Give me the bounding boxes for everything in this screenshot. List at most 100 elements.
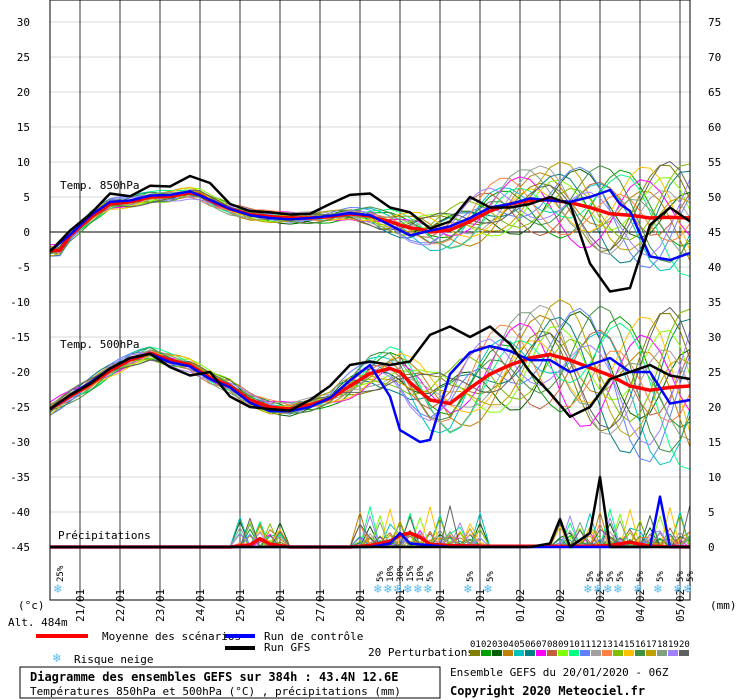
perturbation-line — [49, 316, 691, 454]
left-tick-label: 20 — [17, 86, 30, 99]
snowflake-icon: ❄ — [373, 582, 382, 597]
right-tick-label: 55 — [708, 156, 721, 169]
snow-risk-label: 5% — [596, 571, 606, 582]
perturbation-id: 18 — [657, 640, 668, 650]
perturbation-swatch — [646, 650, 656, 656]
perturbation-id: 08 — [547, 640, 558, 650]
perturbation-swatch — [657, 650, 667, 656]
date-label: 26/01 — [274, 589, 287, 622]
perturbation-id: 19 — [668, 640, 679, 650]
snowflake-icon: ❄ — [423, 582, 432, 597]
left-tick-label: -20 — [10, 366, 30, 379]
snow-risk-label: 10% — [416, 565, 426, 582]
legend-perturbations-label: 20 Perturbations — [368, 646, 474, 659]
snow-risk-label: 5% — [616, 571, 626, 582]
left-axis-unit: (°c) — [18, 599, 45, 612]
perturbation-swatch — [569, 650, 579, 656]
date-label: 22/01 — [114, 589, 127, 622]
snowflake-icon: ❄ — [383, 582, 392, 597]
snow-risk-label: 5% — [686, 571, 696, 582]
right-tick-label: 30 — [708, 331, 721, 344]
right-tick-label: 65 — [708, 86, 721, 99]
right-tick-label: 75 — [708, 16, 721, 29]
date-label: 02/02 — [554, 589, 567, 622]
perturbation-line — [49, 161, 691, 251]
snowflake-icon: ❄ — [53, 582, 62, 597]
snow-risk-label: 5% — [376, 571, 386, 582]
snowflake-icon: ❄ — [413, 582, 422, 597]
date-label: 03/02 — [594, 589, 607, 622]
snowflake-icon: ❄ — [683, 582, 692, 597]
perturbation-swatch — [558, 650, 568, 656]
section-label-t850: Temp. 850hPa — [60, 179, 139, 192]
date-label: 27/01 — [314, 589, 327, 622]
right-tick-label: 0 — [708, 541, 715, 554]
perturbation-swatch — [580, 650, 590, 656]
left-tick-label: -40 — [10, 506, 30, 519]
perturbation-swatch — [635, 650, 645, 656]
date-label: 05/02 — [674, 589, 687, 622]
snow-risk-label: 5% — [636, 571, 646, 582]
main-series — [49, 174, 691, 549]
series-t500-ff0000 — [49, 351, 691, 411]
perturbation-line — [49, 313, 691, 432]
series-t500-0000ff — [49, 344, 691, 444]
perturbation-line — [49, 324, 691, 423]
series-t850-0000ff — [49, 188, 691, 262]
date-label: 04/02 — [634, 589, 647, 622]
perturbation-swatch — [668, 650, 678, 656]
left-tick-label: 5 — [23, 191, 30, 204]
snowflake-icon: ❄ — [52, 651, 61, 666]
chart-title: Diagramme des ensembles GEFS sur 384h : … — [30, 670, 398, 684]
perturbation-id: 09 — [558, 640, 569, 650]
section-label-t500: Temp. 500hPa — [60, 338, 139, 351]
perturbation-id: 13 — [602, 640, 613, 650]
perturbation-id: 16 — [635, 640, 646, 650]
perturbation-line — [49, 307, 691, 463]
perturbation-id: 10 — [569, 640, 580, 650]
snowflake-icon: ❄ — [633, 582, 642, 597]
perturbation-id: 03 — [492, 640, 503, 650]
date-label: 30/01 — [434, 589, 447, 622]
date-label: 31/01 — [474, 589, 487, 622]
snow-risk-row: 25%❄5%❄10%❄30%❄15%❄10%❄5%❄5%❄5%❄5%❄5%❄5%… — [53, 565, 696, 597]
right-tick-label: 25 — [708, 366, 721, 379]
run-label: Ensemble GEFS du 20/01/2020 - 06Z — [450, 666, 669, 679]
footer-title-box — [19, 666, 441, 699]
copyright: Copyright 2020 Meteociel.fr — [450, 684, 645, 698]
date-label: 25/01 — [234, 589, 247, 622]
perturbation-line — [49, 307, 691, 429]
series-t500-000000 — [49, 325, 691, 419]
snow-risk-label: 25% — [56, 565, 66, 582]
right-tick-label: 70 — [708, 51, 721, 64]
legend-snow-label: Risque neige — [74, 653, 153, 666]
perturbation-swatch — [525, 650, 535, 656]
right-tick-label: 50 — [708, 191, 721, 204]
snow-risk-label: 5% — [466, 571, 476, 582]
perturbation-id: 07 — [536, 640, 547, 650]
perturbation-id: 14 — [613, 640, 624, 650]
right-tick-label: 5 — [708, 506, 715, 519]
snow-risk-label: 5% — [606, 571, 616, 582]
perturbation-swatch — [503, 650, 513, 656]
right-tick-label: 40 — [708, 261, 721, 274]
perturbation-id: 12 — [591, 640, 602, 650]
snowflake-icon: ❄ — [613, 582, 622, 597]
right-tick-label: 60 — [708, 121, 721, 134]
perturbation-swatch — [470, 650, 480, 656]
plot-frame — [49, 0, 691, 601]
perturbation-swatch — [679, 650, 689, 656]
left-tick-label: -10 — [10, 296, 30, 309]
perturbation-swatch — [602, 650, 612, 656]
left-tick-label: -45 — [10, 541, 30, 554]
perturbation-id: 05 — [514, 640, 525, 650]
date-label: 24/01 — [194, 589, 207, 622]
perturbation-id: 17 — [646, 640, 657, 650]
left-tick-label: 30 — [17, 16, 30, 29]
perturbation-id: 02 — [481, 640, 492, 650]
snowflake-icon: ❄ — [603, 582, 612, 597]
right-axis-unit: (mm) — [710, 599, 737, 612]
left-tick-label: 0 — [23, 226, 30, 239]
series-precip-ff0000 — [50, 531, 691, 549]
